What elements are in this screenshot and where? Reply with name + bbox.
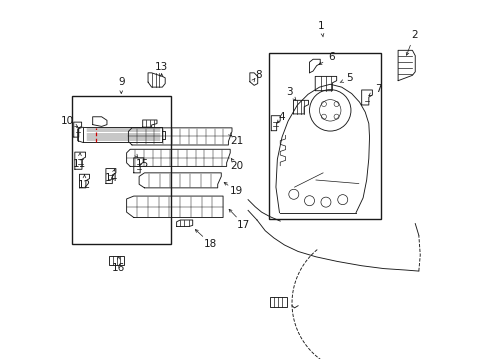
Text: 15: 15: [136, 159, 149, 169]
Text: 14: 14: [105, 173, 118, 183]
Bar: [109, 256, 124, 265]
Bar: [72, 96, 170, 244]
Text: 10: 10: [61, 116, 74, 126]
Text: 4: 4: [278, 112, 285, 122]
Text: 13: 13: [155, 63, 168, 72]
Text: 7: 7: [374, 84, 381, 94]
Text: 1: 1: [317, 21, 324, 31]
Text: 5: 5: [346, 73, 352, 83]
Bar: [268, 53, 381, 219]
Text: 2: 2: [410, 30, 417, 40]
Text: 8: 8: [254, 69, 261, 80]
Text: 19: 19: [229, 186, 243, 197]
Text: 17: 17: [237, 220, 250, 230]
Text: 3: 3: [285, 87, 292, 98]
Text: 18: 18: [203, 239, 217, 249]
Bar: [269, 297, 286, 307]
Text: 9: 9: [118, 77, 124, 87]
Text: 21: 21: [229, 136, 243, 147]
Text: 20: 20: [230, 161, 243, 171]
Text: 6: 6: [328, 52, 335, 62]
Text: 11: 11: [73, 159, 86, 169]
Text: 16: 16: [112, 262, 125, 273]
Text: 12: 12: [78, 180, 91, 190]
